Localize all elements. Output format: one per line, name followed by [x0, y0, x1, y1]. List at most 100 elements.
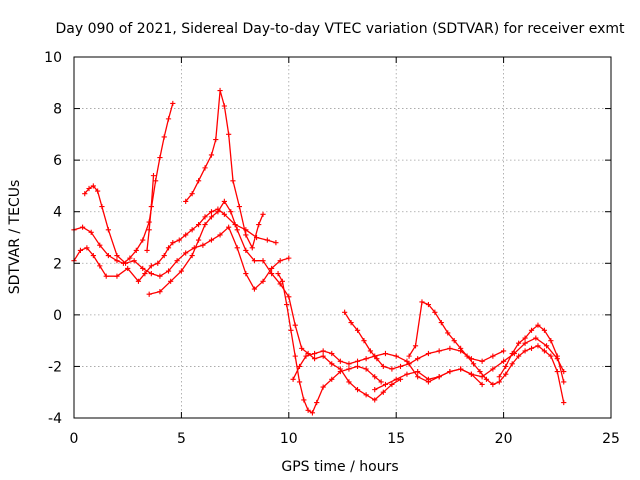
data-point — [503, 363, 509, 370]
data-point — [447, 345, 453, 351]
data-point — [208, 152, 215, 158]
x-tick-label: 0 — [70, 431, 79, 447]
data-point — [363, 356, 369, 362]
series-satellite-track-K — [372, 335, 567, 393]
series-line — [374, 337, 565, 391]
data-point — [82, 191, 88, 197]
data-point — [382, 350, 389, 357]
data-point — [189, 227, 195, 233]
data-point — [279, 278, 285, 284]
data-point — [516, 353, 522, 359]
series-line — [73, 103, 174, 264]
data-point — [213, 136, 219, 143]
data-point — [183, 250, 189, 256]
data-point — [202, 214, 208, 220]
data-point — [260, 211, 266, 217]
data-point — [374, 356, 380, 362]
data-point — [142, 271, 148, 277]
y-tick-label: 2 — [53, 256, 62, 272]
data-point — [436, 374, 442, 380]
x-tick-label: 5 — [177, 431, 186, 447]
data-point — [146, 291, 152, 297]
data-point — [522, 348, 528, 354]
data-point — [378, 379, 384, 385]
data-point — [150, 173, 157, 179]
data-point — [228, 209, 234, 215]
data-point — [189, 191, 195, 197]
data-point — [217, 232, 223, 238]
data-point — [230, 178, 236, 184]
data-point — [354, 358, 361, 364]
data-point — [436, 348, 442, 354]
y-tick-label: 10 — [44, 50, 62, 66]
data-point — [86, 185, 92, 192]
data-point — [468, 371, 474, 377]
data-point — [140, 265, 146, 272]
data-point — [490, 381, 496, 388]
data-point — [234, 245, 240, 251]
data-point — [406, 361, 412, 367]
data-point — [251, 286, 258, 292]
data-point — [303, 353, 309, 359]
data-point — [393, 376, 399, 382]
series-satellite-track-E — [183, 87, 266, 251]
data-point — [458, 366, 464, 372]
data-point — [260, 258, 266, 264]
series-satellite-track-F — [146, 198, 404, 403]
data-point — [103, 273, 109, 279]
data-point — [114, 258, 120, 264]
data-point — [548, 353, 554, 359]
y-tick-label: 4 — [53, 205, 62, 221]
data-point — [404, 371, 410, 377]
data-point — [503, 371, 509, 377]
data-point — [178, 268, 184, 274]
data-point — [541, 348, 548, 354]
data-point — [354, 327, 361, 333]
data-point — [406, 353, 412, 359]
data-point — [165, 116, 172, 122]
data-point — [296, 379, 303, 385]
data-point — [249, 245, 255, 251]
grid-lines — [74, 57, 611, 418]
data-point — [161, 252, 167, 259]
data-point — [299, 345, 305, 351]
data-point — [79, 224, 86, 230]
x-tick-label: 15 — [387, 431, 405, 447]
data-point — [189, 252, 195, 259]
data-point — [195, 178, 202, 184]
data-point — [165, 245, 172, 251]
y-tick-label: 0 — [53, 308, 62, 324]
data-point — [217, 87, 223, 94]
data-point — [490, 353, 496, 359]
data-point — [309, 410, 316, 416]
data-point — [226, 131, 232, 137]
data-point — [372, 374, 378, 380]
data-point — [425, 350, 432, 357]
data-point — [363, 366, 369, 372]
data-point — [337, 358, 343, 364]
data-point — [90, 183, 96, 189]
data-point — [354, 363, 361, 370]
data-point — [105, 227, 111, 233]
data-point — [361, 338, 367, 344]
data-point — [477, 368, 483, 375]
data-point — [195, 222, 202, 228]
series-satellite-track-D — [144, 173, 157, 253]
data-point — [533, 335, 539, 341]
data-point — [286, 255, 292, 261]
data-point — [290, 376, 296, 382]
data-point — [155, 260, 161, 266]
data-point — [372, 387, 378, 393]
y-axis-label: SDTVAR / TECUs — [7, 180, 23, 295]
data-point — [348, 319, 354, 326]
data-point — [90, 252, 96, 259]
data-point — [458, 345, 464, 351]
data-point — [464, 353, 470, 359]
data-point — [528, 345, 535, 351]
x-tick-label: 10 — [280, 431, 298, 447]
data-point — [95, 188, 101, 194]
data-point — [234, 227, 240, 233]
data-point — [226, 224, 232, 230]
data-point — [269, 271, 275, 277]
data-point — [509, 350, 515, 357]
